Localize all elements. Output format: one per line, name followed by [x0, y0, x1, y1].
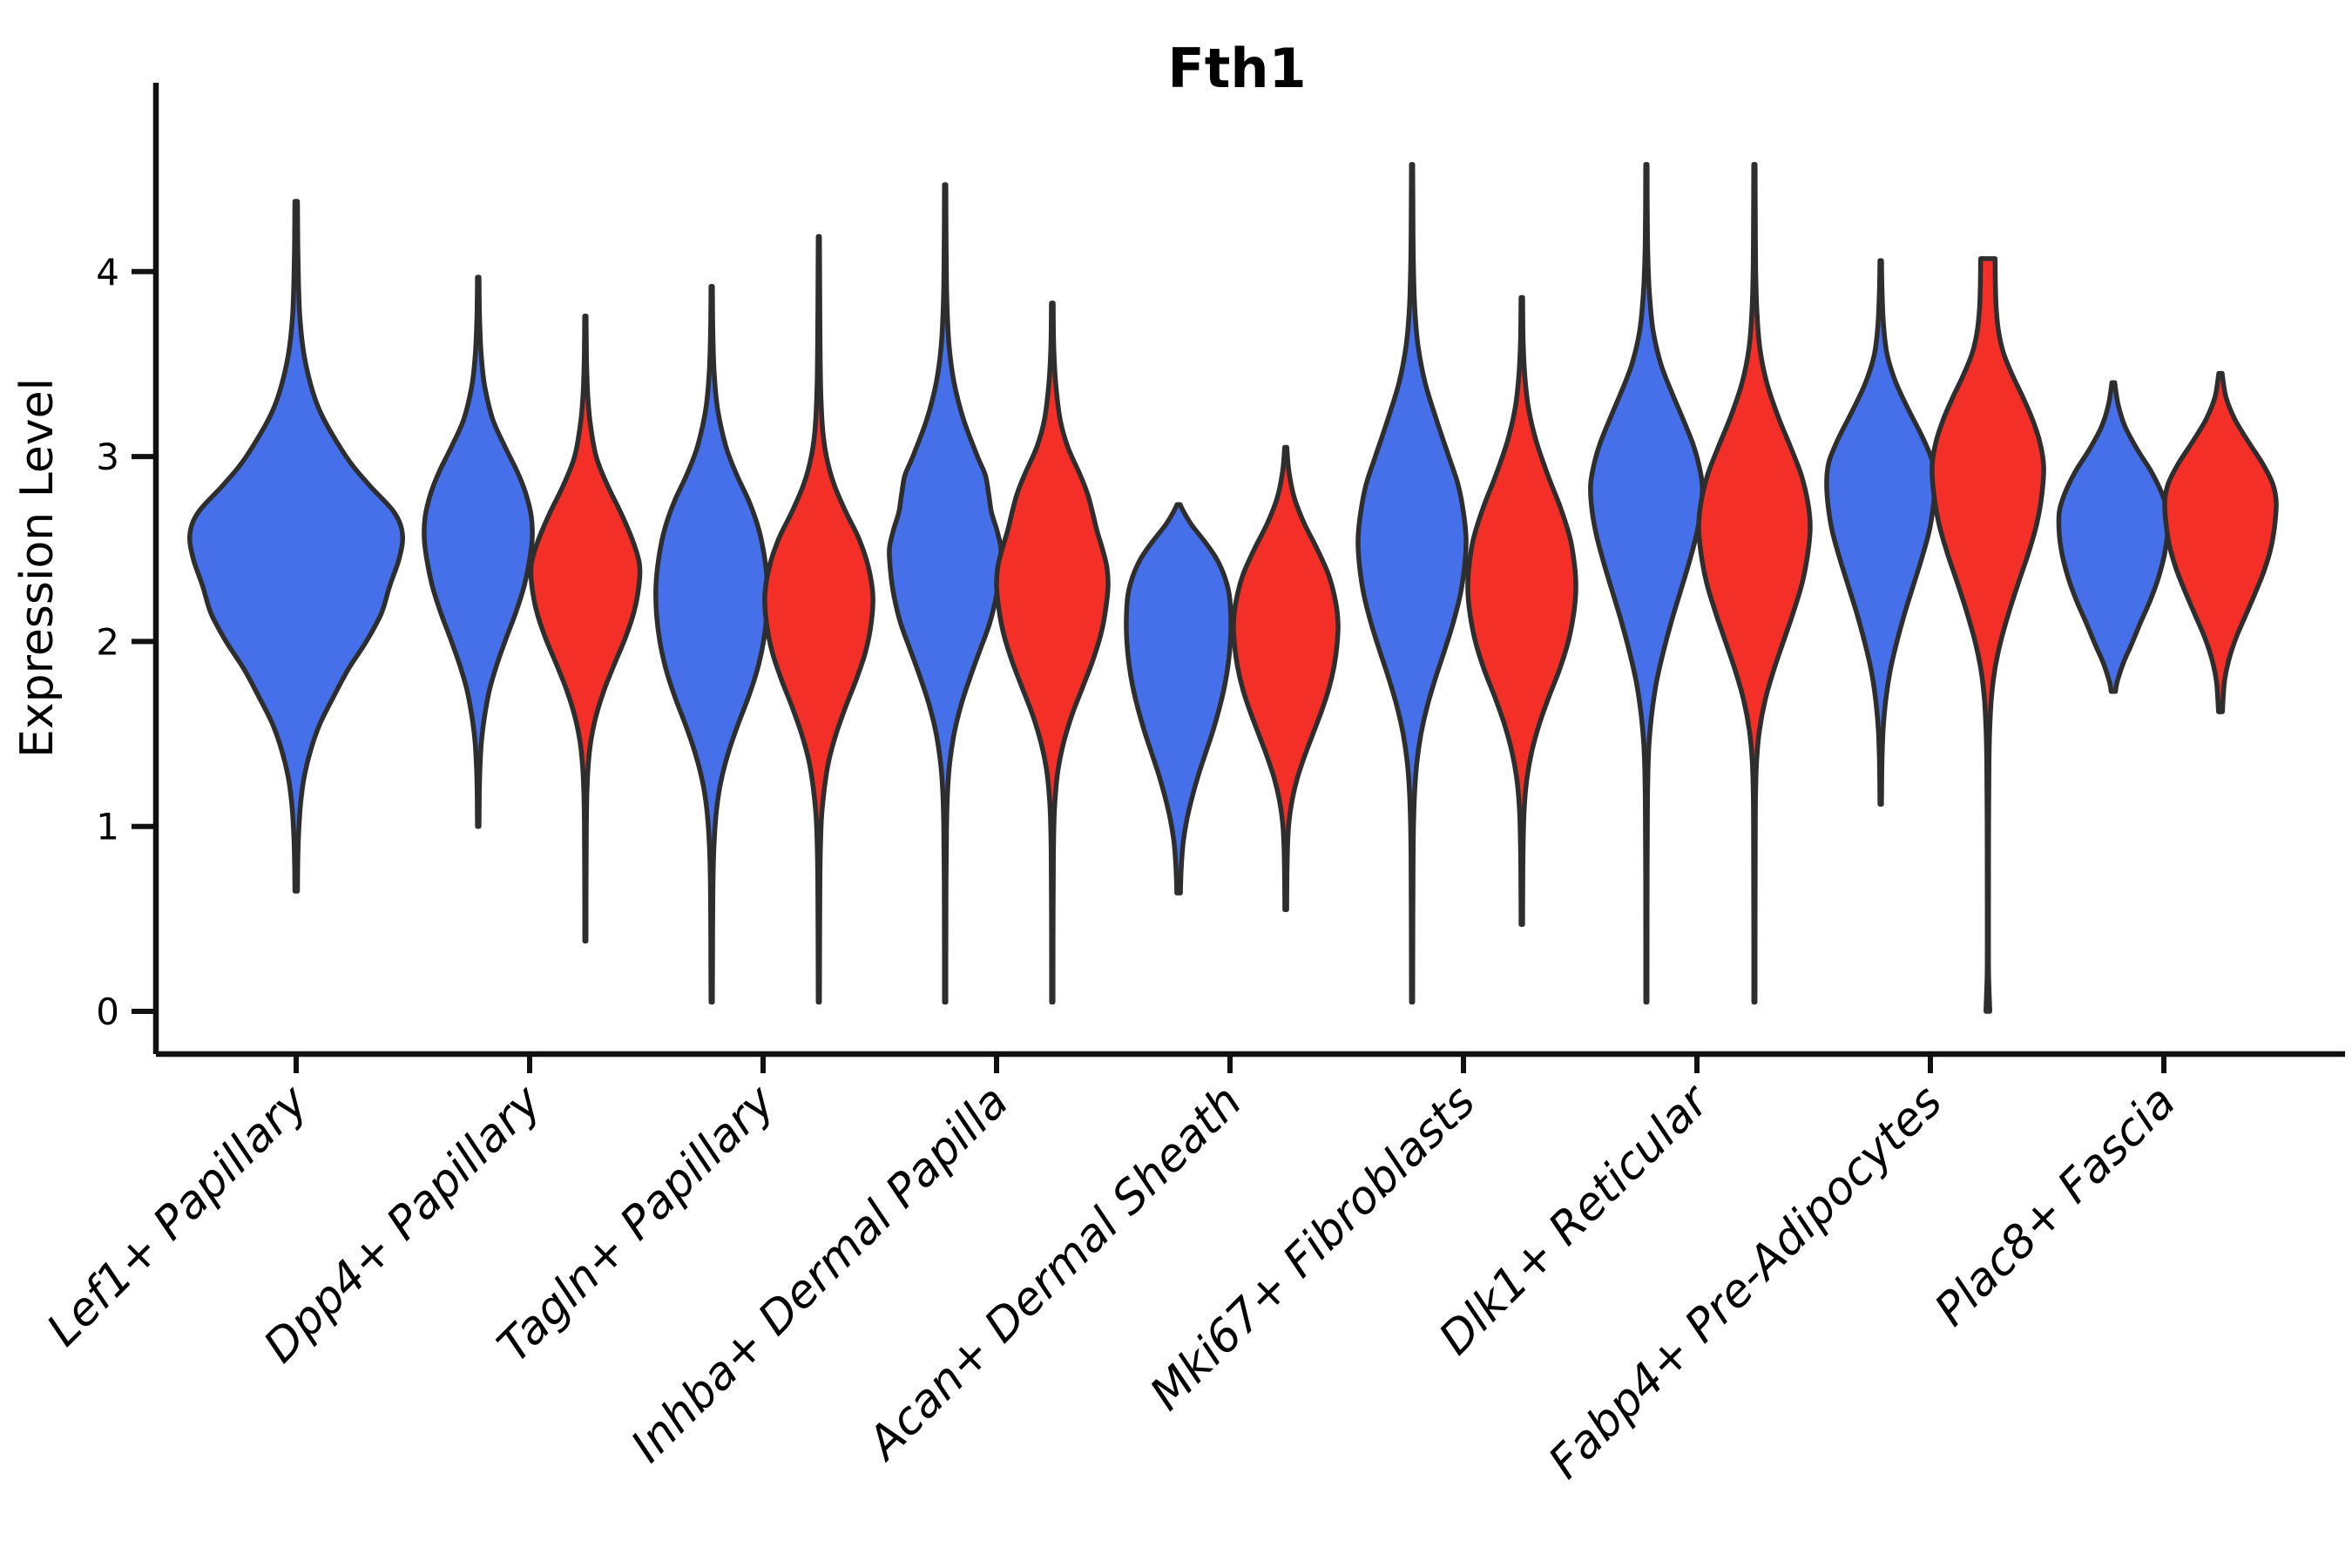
violin-4-red	[1231, 444, 1341, 912]
violin-7-blue	[1824, 258, 1937, 807]
y-tick-labels: 0 1 2 3 4	[96, 251, 119, 1033]
y-tick-label: 0	[96, 990, 119, 1033]
violin-7-red	[1930, 256, 2046, 1014]
y-tick-label: 1	[96, 806, 119, 848]
violins-group	[187, 161, 2279, 1014]
y-tick-label: 3	[96, 436, 119, 478]
y-tick-label: 2	[96, 620, 119, 663]
violin-3-red	[994, 301, 1111, 1005]
violin-8-blue	[2056, 380, 2171, 694]
violin-2-blue	[653, 284, 770, 1005]
violin-3-blue	[887, 182, 1004, 1005]
x-tick-label: Acan+ Dermal Sheath	[856, 1076, 1252, 1471]
violin-1-blue	[422, 274, 535, 829]
violin-6-red	[1696, 161, 1813, 1005]
x-tick-label: Inhba+ Dermal Papilla	[621, 1076, 1018, 1473]
violin-2-red	[762, 233, 875, 1005]
y-tick-label: 4	[96, 251, 119, 294]
chart-title: Fth1	[1167, 37, 1306, 100]
violin-1-red	[528, 314, 643, 944]
y-axis-label: Expression Level	[11, 378, 64, 758]
violin-5-red	[1465, 294, 1578, 927]
axes	[132, 83, 2345, 1073]
violin-5-blue	[1355, 161, 1469, 1005]
violin-0-blue	[187, 199, 405, 894]
violin-6-blue	[1588, 161, 1705, 1005]
x-tick-label: Fabp4+ Pre-Adipocytes	[1539, 1076, 1953, 1490]
x-tick-label: Plac8+ Fascia	[1925, 1076, 2186, 1336]
violin-8-red	[2162, 370, 2279, 714]
violin-4-blue	[1124, 502, 1233, 896]
